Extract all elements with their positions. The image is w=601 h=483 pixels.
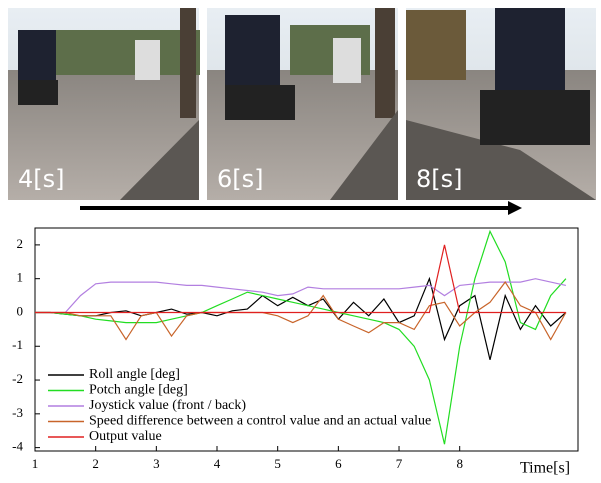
x-tick-label: 2 bbox=[92, 456, 99, 471]
x-tick-label: 7 bbox=[396, 456, 403, 471]
y-tick-label: -3 bbox=[12, 405, 23, 420]
legend-label: Speed difference between a control value… bbox=[89, 414, 431, 429]
legend-label: Output value bbox=[89, 429, 162, 444]
x-tick-label: 1 bbox=[32, 456, 39, 471]
x-tick-label: 5 bbox=[274, 456, 281, 471]
figure: Time[s] 4[s] 6[s] 8[s] 1 2 3 4 5 6 7 8 -4 -3 -2 -1 0 1 2 R… bbox=[0, 0, 601, 483]
y-tick-label: -1 bbox=[12, 337, 23, 352]
y-tick-label: -4 bbox=[12, 439, 23, 454]
series-line bbox=[35, 245, 566, 313]
photo-label: 4[s] bbox=[18, 165, 65, 193]
x-tick-label: 6 bbox=[335, 456, 342, 471]
y-tick-label: 2 bbox=[17, 236, 24, 251]
x-tick-label: 3 bbox=[153, 456, 160, 471]
legend-label: Joystick value (front / back) bbox=[89, 398, 246, 413]
x-tick-label: 8 bbox=[456, 456, 463, 471]
photo-label: 8[s] bbox=[416, 165, 463, 193]
y-tick-label: 1 bbox=[17, 270, 24, 285]
arrow-head bbox=[508, 201, 522, 215]
x-axis-label: Time[s] bbox=[520, 460, 570, 477]
photo-label: 6[s] bbox=[217, 165, 264, 193]
x-tick-label: 4 bbox=[214, 456, 221, 471]
y-tick-label: 0 bbox=[17, 303, 24, 318]
series-line bbox=[35, 279, 566, 313]
y-tick-label: -2 bbox=[12, 371, 23, 386]
legend-label: Potch angle [deg] bbox=[89, 383, 188, 398]
legend-label: Roll angle [deg] bbox=[89, 367, 180, 382]
